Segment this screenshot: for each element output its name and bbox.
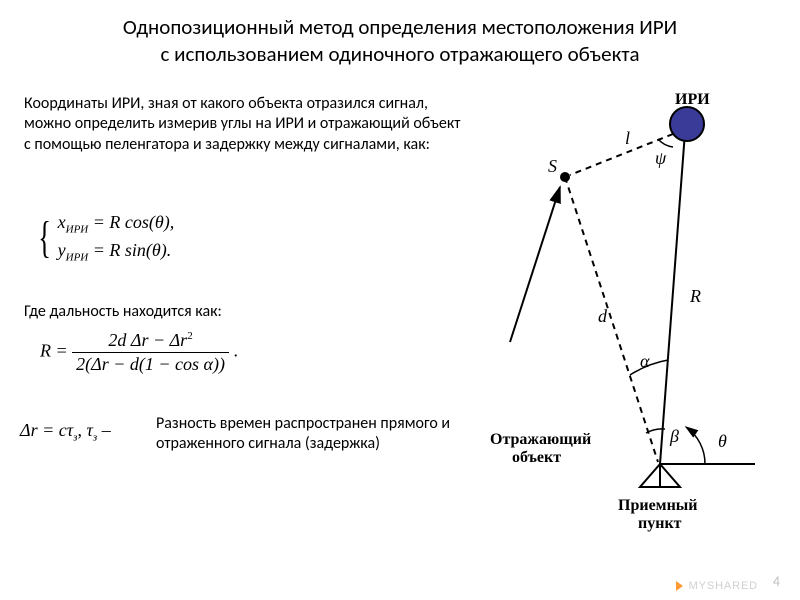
beta-label: β xyxy=(669,426,679,446)
geometry-diagram: θ β R ИРИ S l ψ d α xyxy=(490,92,780,532)
where-label: Где дальность находится как: xyxy=(24,302,222,321)
reflector-label1: Отражающий xyxy=(490,431,591,448)
iri-node xyxy=(670,107,704,141)
receiver-label2: пункт xyxy=(638,515,682,532)
equation-R: R = 2d Δr − Δr2 2(Δr − d(1 − cos α)) . xyxy=(40,330,238,375)
receiver-icon xyxy=(640,464,680,487)
slide-number: 4 xyxy=(773,573,780,590)
title-line1: Однопозиционный метод определения местоп… xyxy=(123,14,677,40)
R-line xyxy=(660,132,685,464)
equation-system: { xИРИ = R cos(θ), yИРИ = R sin(θ). xyxy=(34,210,174,265)
l-label: l xyxy=(625,128,630,148)
d-label: d xyxy=(598,306,608,326)
psi-label: ψ xyxy=(655,148,667,168)
slide-title: Однопозиционный метод определения местоп… xyxy=(30,14,770,69)
theta-label: θ xyxy=(718,431,727,451)
title-line2: с использованием одиночного отражающего … xyxy=(160,41,639,67)
reflector-label2: объект xyxy=(512,449,561,466)
alpha-label: α xyxy=(640,351,650,371)
d-line xyxy=(565,177,658,462)
watermark-text: MYSHARED xyxy=(689,580,758,592)
watermark: MYSHARED xyxy=(676,580,758,592)
theta-arc xyxy=(686,427,705,464)
play-icon xyxy=(676,581,683,591)
R-label: R xyxy=(689,286,701,306)
delay-description: Разность времен распространен прямого и … xyxy=(156,414,466,455)
receiver-label1: Приемный xyxy=(618,497,698,514)
psi-arc xyxy=(658,139,673,147)
s-label: S xyxy=(548,156,557,176)
intro-paragraph: Координаты ИРИ, зная от какого объекта о… xyxy=(24,94,469,155)
iri-label: ИРИ xyxy=(675,92,710,108)
equation-dr: Δr = cτз, τз – xyxy=(20,420,111,444)
reflector-pointer xyxy=(510,187,560,342)
brace-icon: { xyxy=(38,216,51,260)
